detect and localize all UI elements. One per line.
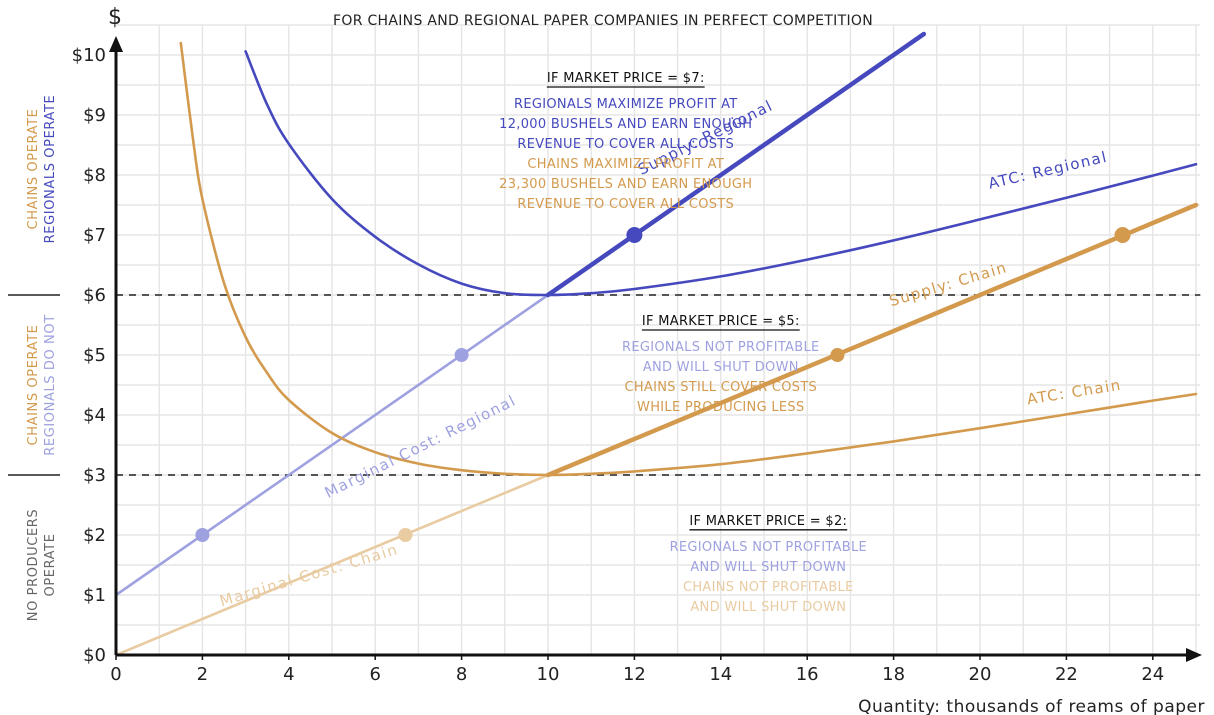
x-tick-label: 18 [882, 664, 905, 685]
side-label: NO PRODUCERS [26, 509, 41, 622]
annotation-line: CHAINS NOT PROFITABLE [683, 580, 854, 595]
series-atc-regional [244, 50, 1198, 297]
data-point [195, 528, 210, 542]
x-tick-label: 6 [369, 664, 380, 685]
side-label: REGIONALS OPERATE [43, 95, 58, 244]
price-threshold-lines [8, 294, 1201, 476]
y-tick-label: $2 [83, 525, 106, 546]
y-tick-label: $5 [83, 345, 106, 366]
side-label: OPERATE [43, 533, 58, 596]
y-tick-label: $0 [83, 645, 106, 666]
x-tick-label: 20 [969, 664, 992, 685]
chart-title: FOR CHAINS AND REGIONAL PAPER COMPANIES … [333, 13, 873, 29]
axes [109, 36, 1202, 662]
annotation-line: AND WILL SHUT DOWN [690, 560, 846, 575]
curves [116, 31, 1199, 655]
gridlines [116, 24, 1201, 655]
annotation-line: REGIONALS NOT PROFITABLE [670, 540, 867, 555]
x-tick-label: 14 [709, 664, 732, 685]
y-axis-label: $ [108, 5, 122, 30]
data-point [830, 348, 845, 362]
series-atc-chain [179, 41, 1198, 477]
annotation-heading: IF MARKET PRICE = $5: [642, 314, 800, 329]
annotation-line: REGIONALS MAXIMIZE PROFIT AT [514, 97, 738, 112]
side-label: CHAINS OPERATE [26, 325, 41, 446]
x-tick-label: 12 [623, 664, 646, 685]
data-point [1114, 227, 1131, 243]
data-point [398, 528, 413, 542]
annotation-line: 23,300 BUSHELS AND EARN ENOUGH [499, 177, 752, 192]
side-label: REGIONALS DO NOT [43, 314, 58, 456]
y-tick-label: $8 [83, 165, 106, 186]
annotation-line: CHAINS MAXIMIZE PROFIT AT [527, 157, 724, 172]
x-axis-arrow [1186, 648, 1202, 662]
y-tick-label: $9 [83, 105, 106, 126]
curve-label-marginal-cost-regional: Marginal Cost: Regional [322, 391, 520, 502]
annotation-heading: IF MARKET PRICE = $7: [547, 71, 705, 86]
annotation-line: 12,000 BUSHELS AND EARN ENOUGH [499, 117, 752, 132]
annotation-line: WHILE PRODUCING LESS [637, 400, 804, 415]
x-tick-label: 16 [796, 664, 819, 685]
x-tick-label: 2 [197, 664, 208, 685]
data-point [454, 348, 469, 362]
annotation-heading: IF MARKET PRICE = $2: [689, 514, 847, 529]
annotation-line: REVENUE TO COVER ALL COSTS [517, 137, 734, 152]
x-tick-label: 24 [1141, 664, 1164, 685]
series-marginal-cost-chain [116, 473, 550, 655]
x-tick-label: 10 [537, 664, 560, 685]
curve-label-atc-regional: ATC: Regional [987, 148, 1110, 193]
side-label: CHAINS OPERATE [26, 109, 41, 230]
curve-label-atc-chain: ATC: Chain [1026, 376, 1123, 409]
y-tick-label: $7 [83, 225, 106, 246]
y-tick-label: $4 [83, 405, 106, 426]
y-tick-label: $10 [72, 45, 106, 66]
tick-labels: 0 2 4 6 8 10 12 14 16 18 20 22 24$0$1$2$3$4$5$6$7$8$… [72, 45, 1165, 685]
annotation-line: AND WILL SHUT DOWN [690, 600, 846, 615]
x-tick-label: 0 [110, 664, 121, 685]
x-axis-label: Quantity: thousands of reams of paper [858, 697, 1205, 715]
y-tick-label: $1 [83, 585, 106, 606]
annotation-line: REVENUE TO COVER ALL COSTS [517, 197, 734, 212]
series-supply-chain [545, 202, 1199, 478]
annotations: IF MARKET PRICE = $7: REGIONALS MAXIMIZE … [499, 71, 867, 615]
series-supply-regional [545, 31, 927, 298]
y-tick-label: $3 [83, 465, 106, 486]
annotation-line: REGIONALS NOT PROFITABLE [622, 340, 819, 355]
x-tick-label: 4 [283, 664, 294, 685]
y-axis-arrow [109, 36, 123, 52]
annotation-line: AND WILL SHUT DOWN [643, 360, 799, 375]
curve-label-supply-chain: Supply: Chain [887, 258, 1009, 310]
curves-clipped [116, 31, 1199, 655]
data-point [626, 227, 643, 243]
y-tick-label: $6 [83, 285, 106, 306]
annotation-line: CHAINS STILL COVER COSTS [624, 380, 817, 395]
x-tick-label: 8 [456, 664, 467, 685]
x-tick-label: 22 [1055, 664, 1078, 685]
data-points [195, 227, 1131, 542]
series-marginal-cost-regional [116, 293, 550, 597]
